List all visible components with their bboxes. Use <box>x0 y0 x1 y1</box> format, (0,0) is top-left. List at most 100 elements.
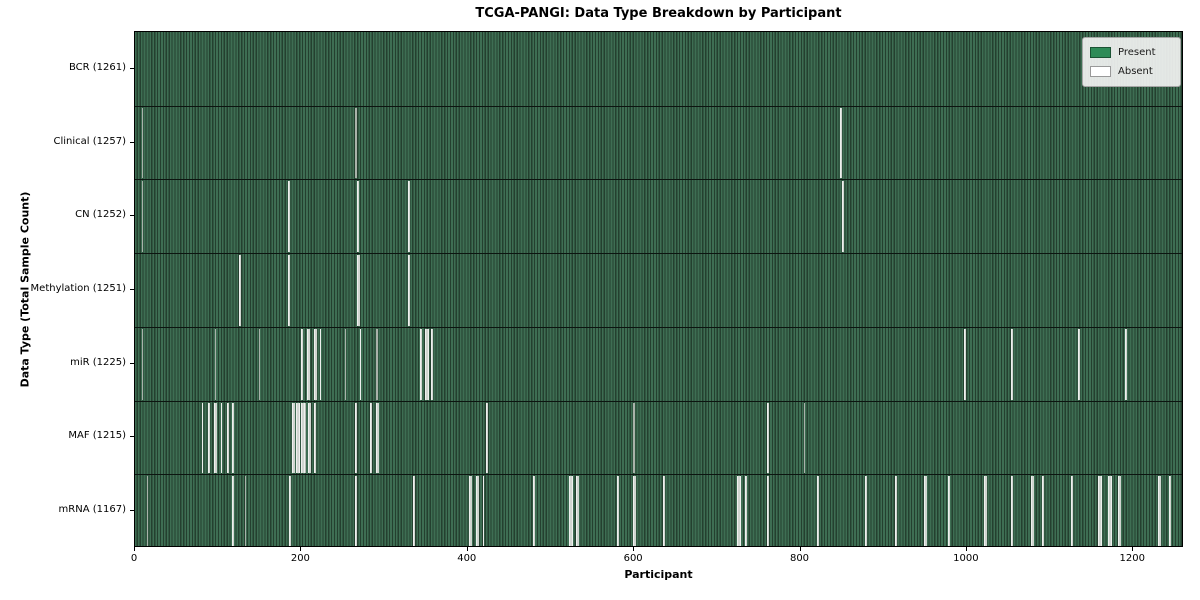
y-tick-mark <box>130 289 134 290</box>
row-band-cn <box>135 179 1182 254</box>
absent-stripe <box>1124 328 1128 400</box>
y-tick-mark <box>130 510 134 512</box>
absent-swatch <box>1090 66 1111 77</box>
absent-stripe <box>840 107 843 179</box>
absent-stripe <box>469 476 472 546</box>
absent-stripe <box>355 476 358 546</box>
absent-stripe <box>633 402 635 474</box>
absent-stripe <box>344 328 346 400</box>
absent-stripe <box>482 476 485 546</box>
x-axis-label: Participant <box>624 568 693 581</box>
row-band-mrna <box>135 474 1182 546</box>
x-tick-label: 0 <box>130 553 138 564</box>
absent-stripe <box>476 476 480 546</box>
absent-stripe <box>1041 476 1045 546</box>
absent-stripe <box>308 402 312 474</box>
absent-stripe <box>208 402 210 474</box>
y-tick-mark <box>130 141 134 143</box>
absent-stripe <box>412 476 415 546</box>
absent-stripe <box>737 476 741 546</box>
plot-area <box>134 31 1183 547</box>
present-swatch <box>1090 47 1111 58</box>
absent-stripe <box>575 476 580 546</box>
absent-stripe <box>864 476 868 546</box>
absent-stripe <box>431 328 433 400</box>
absent-stripe <box>357 181 359 253</box>
absent-stripe <box>569 476 574 546</box>
absent-stripe <box>1098 476 1102 546</box>
absent-stripe <box>201 402 204 474</box>
absent-stripe <box>947 476 951 546</box>
absent-stripe <box>425 328 429 400</box>
absent-stripe <box>307 328 310 400</box>
absent-stripe <box>1118 476 1121 546</box>
x-tick-label: 800 <box>789 553 810 564</box>
x-tick-mark <box>466 547 468 551</box>
chart-title: TCGA-PANGI: Data Type Breakdown by Parti… <box>475 6 842 21</box>
absent-stripe <box>767 402 769 474</box>
absent-stripe <box>214 402 217 474</box>
x-tick-label: 1000 <box>953 553 979 564</box>
absent-stripe <box>419 328 422 400</box>
absent-stripe <box>924 476 927 546</box>
x-tick-mark <box>965 547 967 551</box>
absent-stripe <box>313 402 317 474</box>
absent-stripe <box>1169 476 1171 546</box>
y-tick-label-cn: CN (1252) <box>75 209 126 221</box>
x-tick-label: 1200 <box>1119 553 1145 564</box>
absent-stripe <box>376 402 379 474</box>
y-tick-label-methylation: Methylation (1251) <box>30 283 126 294</box>
row-band-bcr <box>135 32 1182 106</box>
absent-stripe <box>817 476 819 546</box>
absent-stripe <box>407 181 410 253</box>
x-tick-mark <box>134 547 135 551</box>
y-tick-mark <box>130 362 134 364</box>
x-tick-mark <box>1132 547 1134 551</box>
absent-stripe <box>803 402 806 474</box>
absent-stripe <box>141 328 143 400</box>
absent-stripe <box>359 328 362 400</box>
absent-stripe <box>292 402 295 474</box>
absent-stripe <box>894 476 897 546</box>
absent-stripe <box>244 476 247 546</box>
legend: Present Absent <box>1082 37 1181 87</box>
absent-stripe <box>842 181 844 253</box>
absent-stripe <box>226 402 229 474</box>
y-tick-label-bcr: BCR (1261) <box>68 61 126 73</box>
absent-stripe <box>767 476 769 546</box>
y-tick-label-clinical: Clinical (1257) <box>53 135 127 147</box>
absent-stripe <box>964 328 967 400</box>
absent-stripe <box>633 476 636 546</box>
legend-entry-absent: Absent <box>1090 62 1173 81</box>
x-tick-mark <box>799 547 801 551</box>
absent-stripe <box>146 476 148 546</box>
absent-stripe <box>141 107 143 179</box>
absent-stripe <box>301 328 304 400</box>
absent-stripe <box>232 402 234 474</box>
absent-stripe <box>370 402 373 474</box>
absent-stripe <box>744 476 748 546</box>
legend-label-present: Present <box>1118 47 1156 58</box>
x-tick-label: 400 <box>457 553 477 564</box>
absent-stripe <box>1108 476 1112 546</box>
absent-stripe <box>288 181 290 253</box>
absent-stripe <box>232 476 234 546</box>
absent-stripe <box>1078 328 1080 400</box>
absent-stripe <box>355 107 357 179</box>
absent-stripe <box>214 328 217 400</box>
absent-stripe <box>663 476 665 546</box>
absent-stripe <box>288 476 291 546</box>
y-tick-mark <box>130 215 134 217</box>
x-tick-label: 600 <box>623 553 643 564</box>
y-tick-label-mir: miR (1225) <box>70 356 126 368</box>
absent-stripe <box>407 255 411 326</box>
y-tick-label-maf: MAF (1215) <box>68 430 126 442</box>
row-band-methylation <box>135 253 1182 327</box>
absent-stripe <box>1158 476 1161 546</box>
absent-stripe <box>376 328 378 400</box>
row-band-clinical <box>135 105 1182 180</box>
y-tick-mark <box>130 436 134 438</box>
x-tick-mark <box>300 547 302 551</box>
absent-stripe <box>355 402 358 474</box>
